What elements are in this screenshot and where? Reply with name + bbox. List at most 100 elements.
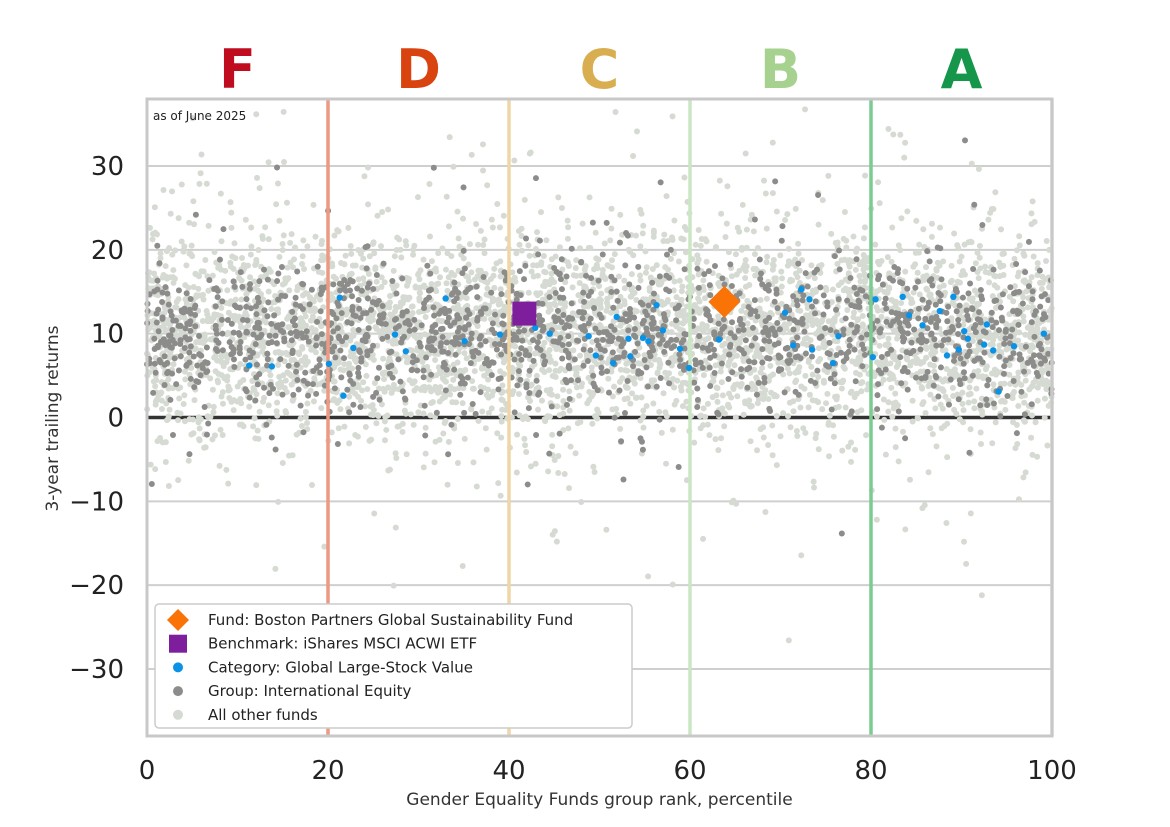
point-other-fund: [490, 388, 497, 395]
point-other-fund: [976, 242, 983, 249]
point-group-fund: [451, 298, 458, 305]
point-group-fund: [984, 402, 991, 409]
point-other-fund: [800, 425, 807, 432]
point-other-fund: [927, 391, 934, 398]
point-group-fund: [613, 288, 620, 295]
point-other-fund: [416, 334, 423, 341]
point-group-fund: [718, 360, 725, 367]
point-other-fund: [557, 365, 564, 372]
point-other-fund: [1011, 388, 1018, 395]
point-other-fund: [824, 390, 831, 397]
point-group-fund: [943, 329, 950, 336]
point-other-fund: [576, 280, 583, 287]
point-other-fund: [593, 255, 600, 262]
point-group-fund: [557, 276, 564, 283]
point-other-fund: [916, 241, 923, 248]
point-other-fund: [498, 396, 505, 403]
point-other-fund: [522, 442, 529, 449]
point-other-fund: [304, 243, 311, 250]
point-other-fund: [612, 109, 619, 116]
point-group-fund: [426, 294, 433, 301]
point-other-fund: [748, 211, 755, 218]
point-other-fund: [189, 115, 196, 122]
point-other-fund: [552, 302, 559, 309]
point-other-fund: [1028, 434, 1035, 441]
point-other-fund: [225, 309, 232, 316]
point-other-fund: [1000, 250, 1007, 257]
point-other-fund: [400, 297, 407, 304]
point-other-fund: [882, 451, 889, 458]
point-other-fund: [1003, 346, 1010, 353]
point-other-fund: [815, 446, 822, 453]
point-other-fund: [717, 368, 724, 375]
point-other-fund: [547, 357, 554, 364]
point-other-fund: [287, 239, 294, 246]
point-other-fund: [598, 290, 605, 297]
point-other-fund: [655, 281, 662, 288]
point-other-fund: [378, 243, 385, 250]
point-other-fund: [967, 510, 974, 517]
point-other-fund: [679, 283, 686, 290]
point-other-fund: [591, 357, 598, 364]
point-other-fund: [509, 369, 516, 376]
point-other-fund: [876, 342, 883, 349]
point-other-fund: [422, 313, 429, 320]
point-other-fund: [378, 401, 385, 408]
point-group-fund: [192, 302, 199, 309]
point-other-fund: [897, 246, 904, 253]
point-other-fund: [775, 359, 782, 366]
point-other-fund: [398, 254, 405, 261]
point-other-fund: [201, 331, 208, 338]
point-group-fund: [630, 363, 637, 370]
point-other-fund: [702, 357, 709, 364]
point-other-fund: [256, 185, 263, 192]
point-other-fund: [1011, 283, 1018, 290]
point-group-fund: [500, 312, 507, 319]
point-other-fund: [772, 275, 779, 282]
point-group-fund: [318, 331, 325, 338]
point-other-fund: [856, 272, 863, 279]
point-other-fund: [718, 379, 725, 386]
point-other-fund: [488, 405, 495, 412]
point-other-fund: [500, 212, 507, 219]
point-other-fund: [809, 397, 816, 404]
point-other-fund: [409, 379, 416, 386]
point-group-fund: [473, 283, 480, 290]
point-other-fund: [842, 285, 849, 292]
point-group-fund: [1021, 411, 1028, 418]
point-other-fund: [985, 216, 992, 223]
point-group-fund: [583, 272, 590, 279]
point-other-fund: [302, 354, 309, 361]
point-other-fund: [769, 452, 776, 459]
point-other-fund: [525, 242, 532, 249]
point-other-fund: [853, 248, 860, 255]
point-other-fund: [974, 249, 981, 256]
point-other-fund: [643, 264, 650, 271]
point-other-fund: [855, 316, 862, 323]
point-group-fund: [644, 383, 651, 390]
point-other-fund: [758, 354, 765, 361]
point-other-fund: [712, 436, 719, 443]
point-other-fund: [792, 369, 799, 376]
point-other-fund: [463, 355, 470, 362]
point-other-fund: [680, 236, 687, 243]
point-other-fund: [491, 284, 498, 291]
point-group-fund: [971, 201, 978, 208]
point-other-fund: [802, 429, 809, 436]
point-other-fund: [265, 159, 272, 166]
point-other-fund: [540, 253, 547, 260]
point-group-fund: [411, 316, 418, 323]
point-group-fund: [156, 260, 163, 267]
point-other-fund: [649, 265, 656, 272]
point-group-fund: [1013, 261, 1020, 268]
point-other-fund: [561, 303, 568, 310]
point-group-fund: [236, 331, 243, 338]
point-other-fund: [921, 502, 928, 509]
point-group-fund: [226, 339, 233, 346]
point-other-fund: [219, 400, 226, 407]
point-other-fund: [663, 413, 670, 420]
point-other-fund: [215, 370, 222, 377]
point-group-fund: [492, 311, 499, 318]
point-other-fund: [1002, 406, 1009, 413]
grade-label-a: A: [941, 38, 983, 101]
